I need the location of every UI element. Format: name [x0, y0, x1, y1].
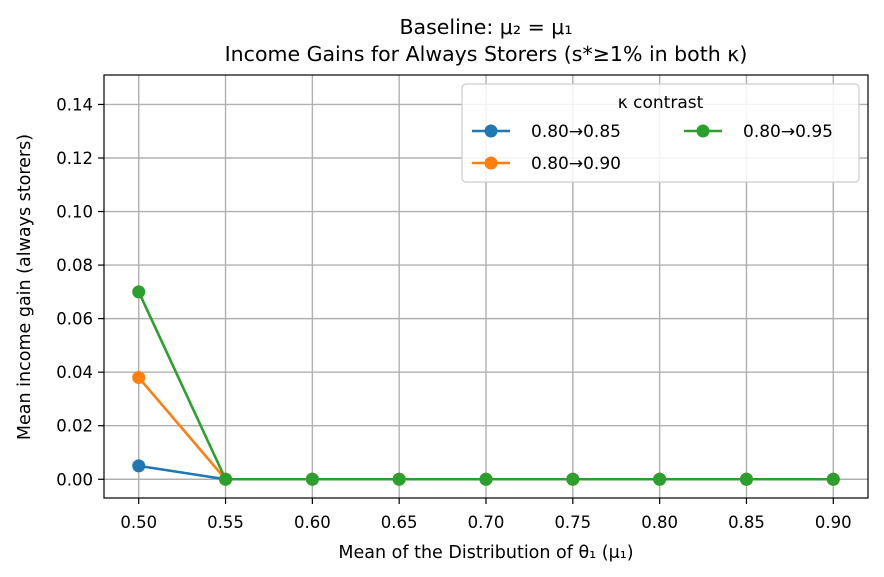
chart-title: Baseline: μ₂ = μ₁ [399, 15, 572, 39]
legend-label: 0.80→0.85 [531, 122, 621, 142]
y-tick-label: 0.12 [56, 149, 93, 168]
series-1-point [132, 459, 146, 473]
series-3-point [132, 285, 146, 299]
legend-swatch-marker [484, 156, 498, 170]
legend-box [461, 83, 860, 183]
series-3-point [392, 472, 406, 486]
legend-title: κ contrast [618, 93, 704, 113]
series-3-point [739, 472, 753, 486]
x-tick-label: 0.65 [381, 513, 418, 532]
x-tick-label: 0.60 [294, 513, 331, 532]
y-axis-label: Mean income gain (always storers) [15, 134, 35, 440]
x-tick-label: 0.55 [207, 513, 244, 532]
x-tick-label: 0.75 [554, 513, 591, 532]
legend-swatch-marker [696, 124, 710, 138]
legend-swatch-marker [484, 124, 498, 138]
y-tick-label: 0.10 [56, 203, 93, 222]
series-3-point [305, 472, 319, 486]
y-tick-label: 0.08 [56, 256, 93, 275]
y-tick-label: 0.04 [56, 363, 93, 382]
axes: 0.50 0.55 0.60 0.65 0.70 0.75 0.80 0.85 0.90 0.00… [56, 74, 869, 532]
series-lines [132, 285, 840, 486]
y-tick-label: 0.00 [56, 470, 93, 489]
legend-label: 0.80→0.95 [743, 122, 833, 142]
legend: κ contrast 0.80→0.85 0.80→0.90 0.80→0.95 [461, 83, 860, 183]
series-3-point [653, 472, 667, 486]
chart-subtitle: Income Gains for Always Storers (s*≥1% i… [225, 42, 748, 66]
y-tick-label: 0.06 [56, 310, 93, 329]
x-tick-label: 0.70 [468, 513, 505, 532]
x-axis-label: Mean of the Distribution of θ₁ (μ₁) [338, 543, 633, 563]
x-tick-label: 0.85 [728, 513, 765, 532]
legend-label: 0.80→0.90 [531, 154, 621, 174]
series-3-point [566, 472, 580, 486]
series-3-point [219, 472, 233, 486]
x-tick-label: 0.50 [120, 513, 157, 532]
x-tick-label: 0.90 [815, 513, 852, 532]
y-tick-label: 0.14 [56, 95, 93, 114]
series-3-point [479, 472, 493, 486]
plot-frame [103, 74, 869, 499]
y-tick-label: 0.02 [56, 417, 93, 436]
x-tick-label: 0.80 [641, 513, 678, 532]
series-2-point [132, 371, 146, 385]
series-3-point [826, 472, 840, 486]
